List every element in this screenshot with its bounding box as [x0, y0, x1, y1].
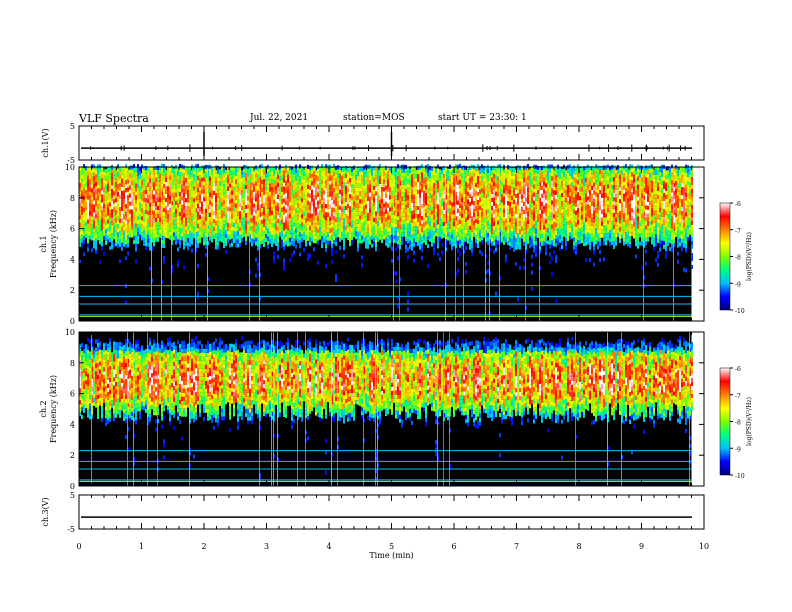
start-ut-label: start UT = 23:30: 1 [438, 113, 527, 123]
ch1-spectrogram-colorbar-tick-label: -10 [735, 308, 745, 315]
ch2-spectrogram-ytick-label: 8 [70, 359, 75, 368]
ch1-spectrogram-ytick-label: 6 [70, 225, 75, 234]
ch1-waveform-ylabel: ch.1(V) [41, 128, 50, 157]
ch1-spectrogram-colorbar [719, 202, 731, 311]
x-axis-label: Time (min) [369, 551, 413, 560]
ch1-spectrogram-colorbar-tick-label: -9 [735, 281, 741, 288]
ch1-waveform-ytick-label: 5 [70, 122, 75, 131]
ch1-waveform-trace [81, 132, 692, 156]
x-tick-label: 8 [576, 542, 581, 551]
ch2-spectrogram-ytick-label: 4 [70, 420, 75, 429]
ch2-spectrogram-ytick-label: 10 [65, 328, 75, 337]
ch2-spectrogram-colorbar-tick-label: -10 [735, 473, 745, 480]
ch2-spectrogram-colorbar-tick-label: -8 [735, 420, 741, 427]
ch3-waveform-ytick-label: -5 [67, 525, 75, 534]
ch1-spectrogram [79, 163, 693, 321]
x-tick-label: 1 [139, 542, 144, 551]
ch1-spectrogram-ytick-label: 2 [70, 286, 75, 295]
ch1-spectrogram-ytick-label: 8 [70, 194, 75, 203]
x-tick-label: 4 [326, 542, 331, 551]
x-tick-label: 3 [264, 542, 269, 551]
ch1-spectrogram-colorbar-label: log(PSD)(V²/Hz) [746, 232, 753, 281]
x-tick-label: 9 [639, 542, 644, 551]
ch3-waveform-ytick-label: 5 [70, 491, 75, 500]
ch3-waveform-ylabel: ch.3(V) [41, 497, 50, 526]
ch2-spectrogram-ytick-label: 2 [70, 451, 75, 460]
x-tick-label: 7 [514, 542, 519, 551]
x-tick-label: 10 [699, 542, 709, 551]
x-tick-label: 2 [201, 542, 206, 551]
date-label: Jul. 22, 2021 [250, 113, 309, 123]
x-tick-label: 6 [451, 542, 456, 551]
ch2-spectrogram-colorbar-tick-label: -7 [735, 393, 741, 400]
station-label: station=MOS [343, 113, 405, 123]
ch2-spectrogram-ylabel: Frequency (kHz) [49, 375, 58, 443]
ch1-spectrogram-ytick-label: 4 [70, 255, 75, 264]
ch2-spectrogram-colorbar [719, 367, 731, 476]
ch2-spectrogram [79, 332, 693, 486]
ch1-spectrogram-ylabel: ch.1 [39, 235, 48, 252]
ch2-spectrogram-colorbar-tick-label: -6 [735, 366, 741, 373]
figure-title: VLF Spectra [79, 112, 149, 125]
ch2-spectrogram-colorbar-tick-label: -9 [735, 446, 741, 453]
x-tick-label: 5 [389, 542, 394, 551]
ch1-spectrogram-colorbar-tick-label: -7 [735, 228, 741, 235]
ch2-spectrogram-ylabel: ch.2 [39, 400, 48, 417]
ch1-spectrogram-ylabel: Frequency (kHz) [49, 210, 58, 278]
ch1-spectrogram-colorbar-tick-label: -6 [735, 201, 741, 208]
x-tick-label: 0 [76, 542, 81, 551]
ch2-spectrogram-colorbar-label: log(PSD)(V²/Hz) [746, 397, 753, 446]
ch2-spectrogram-ytick-label: 6 [70, 390, 75, 399]
ch2-spectrogram-ytick-label: 0 [70, 482, 75, 491]
ch1-spectrogram-ytick-label: 10 [65, 163, 75, 172]
ch1-spectrogram-colorbar-tick-label: -8 [735, 255, 741, 262]
ch1-waveform-ytick-label: -5 [67, 156, 75, 165]
ch1-spectrogram-ytick-label: 0 [70, 317, 75, 326]
